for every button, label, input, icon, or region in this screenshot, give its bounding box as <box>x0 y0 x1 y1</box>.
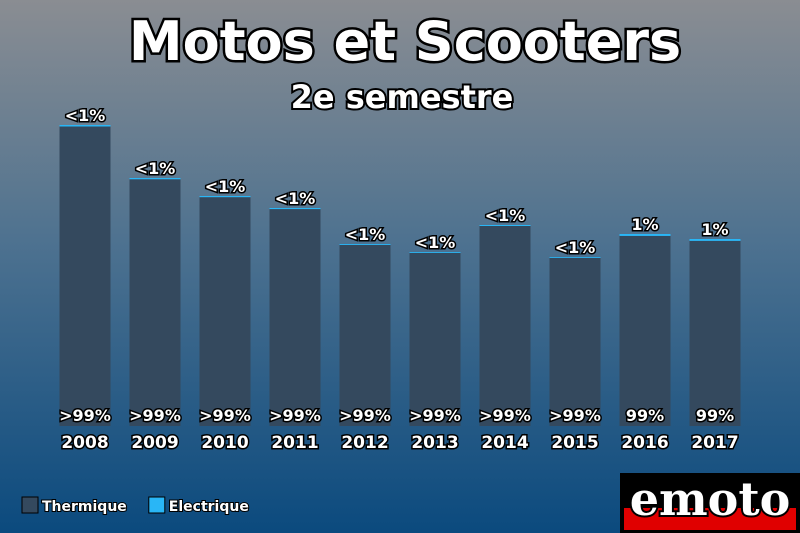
value-label: 1% <box>631 215 658 234</box>
bar-segment <box>59 126 111 426</box>
legend-swatch <box>21 496 39 514</box>
bar-segment <box>129 179 181 426</box>
bar-segment <box>619 234 671 236</box>
value-label: <1% <box>275 189 316 208</box>
bar-segment <box>689 239 741 241</box>
value-label: >99% <box>339 406 391 425</box>
logo: emoto <box>620 470 800 533</box>
bar-segment <box>689 240 741 426</box>
value-label: 99% <box>626 406 664 425</box>
value-label: <1% <box>485 206 526 225</box>
chart-subtitle: 2e semestre <box>291 78 514 116</box>
value-label: >99% <box>409 406 461 425</box>
bar-segment <box>129 178 181 180</box>
value-label: <1% <box>205 177 246 196</box>
value-label: >99% <box>59 406 111 425</box>
value-label: >99% <box>549 406 601 425</box>
x-tick-label: 2010 <box>201 433 248 453</box>
value-label: >99% <box>269 406 321 425</box>
value-label: >99% <box>479 406 531 425</box>
x-tick-label: 2011 <box>271 433 318 453</box>
bar-segment <box>619 235 671 426</box>
x-tick-label: 2016 <box>621 433 668 453</box>
bar-segment <box>199 196 251 198</box>
legend-label: Thermique <box>42 499 127 515</box>
bar-segment <box>549 257 601 426</box>
bar-segment <box>269 209 321 426</box>
x-tick-label: 2014 <box>481 433 528 453</box>
legend-label: Electrique <box>169 499 249 515</box>
bar-segment <box>479 225 531 227</box>
value-label: <1% <box>415 233 456 252</box>
value-label: <1% <box>65 106 106 125</box>
chart-title: Motos et Scooters <box>129 10 681 73</box>
bar-segment <box>199 197 251 426</box>
x-tick-label: 2008 <box>61 433 108 453</box>
value-label: <1% <box>555 238 596 257</box>
value-label: 1% <box>701 220 728 239</box>
x-tick-label: 2012 <box>341 433 388 453</box>
legend-swatch <box>148 496 166 514</box>
bar-segment <box>339 244 391 426</box>
x-tick-label: 2013 <box>411 433 458 453</box>
value-label: >99% <box>129 406 181 425</box>
bar-segment <box>479 226 531 426</box>
value-label: <1% <box>135 159 176 178</box>
bar-segment <box>269 208 321 210</box>
bar-segment <box>409 252 461 426</box>
x-tick-label: 2009 <box>131 433 178 453</box>
value-label: >99% <box>199 406 251 425</box>
bar-segment <box>549 257 601 258</box>
logo-band <box>624 508 796 530</box>
bar-segment <box>409 252 461 253</box>
x-tick-label: 2017 <box>691 433 738 453</box>
bar-segment <box>59 125 111 127</box>
value-label: <1% <box>345 225 386 244</box>
value-label: 99% <box>696 406 734 425</box>
logo-text: emoto <box>630 472 791 526</box>
bar-segment <box>339 244 391 245</box>
x-tick-label: 2015 <box>551 433 598 453</box>
